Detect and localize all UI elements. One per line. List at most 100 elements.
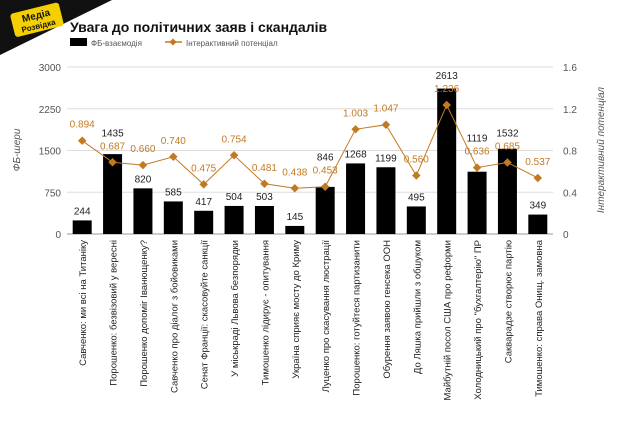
left-tick-label: 0	[55, 230, 61, 241]
line-point	[533, 173, 543, 183]
line-value-label: 0.740	[161, 136, 186, 147]
legend-label-bar: ФБ-взаємодія	[91, 39, 142, 48]
line-value-label: 0.475	[191, 163, 216, 174]
bar-value-label: 503	[256, 192, 273, 203]
bar-value-label: 1435	[101, 128, 124, 139]
line-point	[199, 180, 208, 189]
line-value-label: 0.894	[70, 120, 95, 131]
line-value-label: 0.754	[222, 134, 247, 145]
bar-value-label: 846	[317, 153, 334, 164]
line-point	[381, 120, 391, 129]
line-point	[320, 182, 330, 191]
category-label: Порошенко: безвізовий у вересні	[109, 240, 120, 386]
left-tick-label: 2250	[39, 105, 62, 116]
category-label: Порошенко допоміг Іванющенку?	[139, 240, 150, 387]
left-axis-title: ФБ-шери	[12, 128, 23, 171]
category-label: Сенат Франції: скасовуйте санкції	[200, 240, 211, 390]
right-tick-label: 1.2	[563, 105, 577, 116]
bar-value-label: 820	[135, 174, 152, 185]
line-value-label: 0.560	[404, 155, 429, 166]
line-value-label: 0.636	[465, 147, 490, 158]
bar	[133, 188, 153, 234]
line-series	[81, 103, 539, 189]
bar	[72, 220, 92, 234]
category-label: Тимошенко лідирує - опитування	[260, 240, 271, 385]
category-label: Порошенко: готуйтеся партизанити	[352, 240, 363, 396]
bar	[194, 210, 214, 234]
bar-value-label: 585	[165, 187, 182, 198]
left-tick-label: 1500	[39, 147, 62, 158]
left-tick-label: 3000	[39, 63, 62, 74]
bar	[528, 214, 548, 234]
right-tick-label: 1.6	[563, 63, 577, 74]
chart-title: Увага до політичних заяв і скандалів	[70, 19, 327, 35]
line-point	[351, 125, 360, 134]
right-axis-title: Інтерактивний потенціал	[596, 87, 607, 213]
category-label: Луценко про скасування люстрації	[321, 240, 332, 393]
category-label: Савченко: ми всі на Титаніку	[78, 240, 89, 366]
logo-badge	[10, 2, 64, 37]
line-value-label: 0.453	[313, 166, 338, 177]
bar-value-label: 495	[408, 192, 425, 203]
bar	[406, 206, 426, 234]
bar-value-label: 1268	[344, 149, 367, 160]
bar	[437, 88, 457, 234]
bar-value-label: 349	[529, 201, 546, 212]
bar	[285, 225, 305, 234]
bar	[163, 201, 183, 234]
category-label: Холодницький про "бухгалтерію" ПР	[473, 240, 484, 400]
bar	[103, 154, 123, 234]
legend-label-line: Інтерактивний потенціал	[186, 39, 278, 48]
category-label: Сакварадзе створює партію	[503, 240, 514, 363]
right-tick-label: 0.4	[563, 188, 577, 199]
category-label: Савченко про діалог з бойовиками	[169, 240, 180, 393]
bar	[497, 148, 517, 234]
line-value-label: 1.236	[434, 84, 459, 95]
line-value-label: 1.047	[373, 104, 398, 115]
line-value-label: 1.003	[343, 108, 368, 119]
left-tick-label: 750	[44, 188, 61, 199]
legend-swatch-bar	[70, 38, 87, 46]
line-point	[472, 163, 482, 172]
line-point	[260, 179, 269, 189]
bar-value-label: 504	[226, 192, 243, 203]
category-label: Майбутній посол США про реформи	[443, 240, 454, 400]
bar-value-label: 145	[286, 212, 303, 223]
line-value-label: 0.687	[100, 141, 125, 152]
category-label: До Ляшка прийшли з обшуком	[412, 240, 423, 374]
line-point	[290, 184, 300, 193]
line-point	[442, 100, 451, 110]
bar	[376, 167, 396, 234]
bar-value-label: 2613	[436, 71, 459, 82]
bar	[224, 205, 244, 234]
line-value-label: 0.537	[525, 157, 550, 168]
legend: ФБ-взаємодія Інтерактивний потенціал	[70, 38, 278, 48]
line-value-label: 0.481	[252, 163, 277, 174]
line-point	[503, 158, 512, 167]
category-label: У міськраді Львова безпорядки	[230, 240, 241, 377]
line-point	[412, 171, 421, 180]
right-tick-label: 0	[563, 230, 569, 241]
bar-value-label: 417	[195, 197, 212, 208]
category-label: Обурення заявою генсека ООН	[382, 240, 393, 379]
bar	[346, 163, 366, 234]
bar	[254, 205, 274, 234]
legend-marker	[169, 38, 177, 46]
logo: Медіа Розвідка	[0, 0, 112, 55]
line-point	[77, 136, 87, 145]
category-label: Україна сприяє мосту до Криму	[291, 240, 302, 379]
bar	[467, 171, 487, 234]
category-label: Тимошенко: справа Онищ. замовна	[534, 239, 545, 397]
right-tick-label: 0.8	[563, 147, 577, 158]
line-point	[229, 151, 239, 160]
line-value-label: 0.685	[495, 142, 520, 153]
bar-value-label: 1532	[496, 129, 519, 140]
line-value-label: 0.438	[282, 167, 307, 178]
line-value-label: 0.660	[130, 144, 155, 155]
line-point	[169, 152, 178, 162]
bar-value-label: 1119	[467, 134, 488, 145]
bar-value-label: 1199	[375, 153, 397, 164]
bar	[315, 186, 335, 234]
